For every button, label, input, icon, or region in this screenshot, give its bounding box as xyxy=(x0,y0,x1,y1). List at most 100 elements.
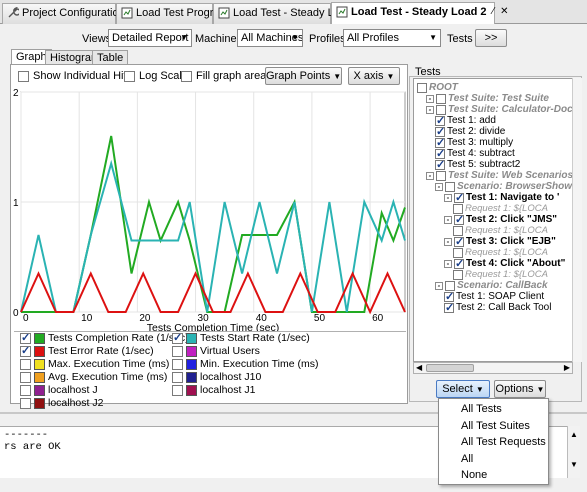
checkbox[interactable] xyxy=(181,70,192,82)
collapse-icon[interactable]: - xyxy=(435,281,443,290)
tree-item[interactable]: Test 4: subtract xyxy=(435,147,515,160)
collapse-icon[interactable]: - xyxy=(444,193,452,202)
tree-item[interactable]: Test 1: SOAP Client xyxy=(444,290,544,303)
checkbox[interactable] xyxy=(417,82,427,93)
machines-select[interactable]: All Machines ▼ xyxy=(237,29,303,47)
collapse-icon[interactable]: - xyxy=(426,105,434,114)
scroll-down-icon[interactable]: ▼ xyxy=(570,460,578,469)
tab-load-test-steady-load-2[interactable]: Load Test - Steady Load 2 ⁄ ✕ xyxy=(331,2,509,24)
checkbox[interactable] xyxy=(435,158,445,171)
collapse-icon[interactable]: - xyxy=(444,259,452,268)
checkbox[interactable] xyxy=(20,384,31,396)
checkbox[interactable] xyxy=(20,371,31,383)
tree-item[interactable]: - Test 3: Click "EJB" xyxy=(444,235,556,248)
collapse-icon[interactable]: - xyxy=(435,182,443,191)
checkbox[interactable] xyxy=(436,93,446,104)
tab-load-test-steady-load[interactable]: Load Test - Steady Load xyxy=(213,3,352,24)
menu-item[interactable]: All Tests xyxy=(461,403,502,415)
graph-points-button[interactable]: Graph Points ▼ xyxy=(265,67,342,85)
scroll-up-icon[interactable]: ▲ xyxy=(570,430,578,439)
checkbox[interactable] xyxy=(454,191,464,204)
legend-item[interactable]: localhost J2 xyxy=(20,397,103,409)
views-label: Views xyxy=(82,33,112,45)
menu-item[interactable]: All Test Suites xyxy=(461,419,530,432)
checkbox[interactable] xyxy=(454,257,464,270)
views-select[interactable]: Detailed Report ▼ xyxy=(108,29,192,47)
tree-item[interactable]: - Test 2: Click "JMS" xyxy=(444,213,557,226)
collapse-icon[interactable]: - xyxy=(444,237,452,246)
tree-item[interactable]: - Test Suite: Web Scenarios xyxy=(426,170,572,181)
close-icon[interactable]: ✕ xyxy=(500,6,509,17)
checkbox[interactable] xyxy=(436,170,446,181)
tree-item[interactable]: ROOT xyxy=(417,82,458,93)
tree-request-item[interactable]: Request 1: ${LOCA xyxy=(453,203,548,214)
checkbox[interactable] xyxy=(453,269,463,280)
checkbox[interactable] xyxy=(172,358,183,370)
collapse-icon[interactable]: - xyxy=(426,171,434,180)
tree-item[interactable]: - Test 4: Click "About" xyxy=(444,257,565,270)
tab-load-test-progress[interactable]: Load Test Progress xyxy=(116,3,231,24)
tree-item[interactable]: Test 3: multiply xyxy=(435,136,513,149)
profiles-select[interactable]: All Profiles ▼ xyxy=(343,29,441,47)
legend-item[interactable]: Tests Start Rate (1/sec) xyxy=(172,331,310,344)
log-scale-checkbox[interactable]: Log Scale xyxy=(124,70,188,82)
tree-request-item[interactable]: Request 1: ${LOCA xyxy=(453,269,548,280)
tree-request-item[interactable]: Request 1: ${LOCA xyxy=(453,225,548,236)
tree-item[interactable]: Test 2: divide xyxy=(435,125,505,138)
scroll-left-icon[interactable]: ◀ xyxy=(416,363,423,372)
tree-horizontal-scrollbar[interactable]: ◀ ▶ xyxy=(413,362,573,374)
checkbox[interactable] xyxy=(172,371,183,383)
collapse-icon[interactable]: - xyxy=(444,215,452,224)
legend-item[interactable]: Tests Completion Rate (1/sec) xyxy=(20,331,189,344)
checkbox[interactable] xyxy=(172,331,183,344)
checkbox[interactable] xyxy=(445,181,455,192)
console-scrollbar[interactable]: ▲ ▼ xyxy=(567,426,580,478)
checkbox[interactable] xyxy=(20,358,31,370)
tree-item[interactable]: - Test 1: Navigate to ' xyxy=(444,191,559,204)
legend-item[interactable]: Max. Execution Time (ms) xyxy=(20,358,169,370)
checkbox[interactable] xyxy=(454,213,464,226)
tests-expand-button[interactable]: >> xyxy=(475,29,507,47)
tree-item[interactable]: - Scenario: BrowserShow xyxy=(435,181,572,192)
checkbox[interactable] xyxy=(172,345,183,357)
checkbox[interactable] xyxy=(20,331,31,344)
legend-item[interactable]: Min. Execution Time (ms) xyxy=(172,358,318,370)
checkbox[interactable] xyxy=(20,397,31,409)
select-button[interactable]: Select ▼ xyxy=(436,380,490,398)
legend-item[interactable]: Avg. Execution Time (ms) xyxy=(20,371,167,383)
tree-item[interactable]: - Test Suite: Test Suite xyxy=(426,93,549,104)
x-axis-button[interactable]: X axis ▼ xyxy=(348,67,400,85)
tree-vertical-scrollbar[interactable] xyxy=(572,78,582,362)
scroll-thumb[interactable] xyxy=(426,364,474,372)
legend-item[interactable]: Virtual Users xyxy=(172,345,260,357)
options-button[interactable]: Options ▼ xyxy=(494,380,546,398)
collapse-icon[interactable]: - xyxy=(426,94,434,103)
fill-areas-checkbox[interactable]: Fill graph areas xyxy=(181,70,272,82)
checkbox[interactable] xyxy=(20,344,31,357)
legend-item[interactable]: Test Error Rate (1/sec) xyxy=(20,344,154,357)
tree-item[interactable]: Test 5: subtract2 xyxy=(435,158,520,171)
menu-item[interactable]: None xyxy=(461,469,488,481)
tab-table[interactable]: Table xyxy=(92,50,129,65)
tab-graph[interactable]: Graph xyxy=(11,49,52,65)
checkbox[interactable] xyxy=(454,235,464,248)
chevron-down-icon: ▼ xyxy=(333,72,342,81)
tab-project-configuration[interactable]: Project Configuration xyxy=(2,3,125,24)
menu-item[interactable]: All xyxy=(461,452,474,465)
legend-item[interactable]: localhost J xyxy=(20,384,98,396)
tree-item[interactable]: - Test Suite: Calculator-Doc xyxy=(426,104,572,115)
checkbox[interactable] xyxy=(444,301,454,314)
show-hits-checkbox[interactable]: Show Individual Hits xyxy=(18,70,132,82)
legend-item[interactable]: localhost J10 xyxy=(172,371,261,383)
pin-icon[interactable]: ⁄ xyxy=(492,6,495,17)
legend-item[interactable]: localhost J1 xyxy=(172,384,255,396)
checkbox[interactable] xyxy=(18,70,29,82)
checkbox[interactable] xyxy=(124,70,135,82)
tree-request-item[interactable]: Request 1: ${LOCA xyxy=(453,247,548,258)
scroll-right-icon[interactable]: ▶ xyxy=(563,363,570,372)
options-label: Options xyxy=(495,383,534,395)
checkbox[interactable] xyxy=(172,384,183,396)
legend-swatch xyxy=(186,345,197,357)
tree-item[interactable]: Test 2: Call Back Tool xyxy=(444,301,551,314)
menu-item[interactable]: All Test Requests xyxy=(461,436,546,448)
